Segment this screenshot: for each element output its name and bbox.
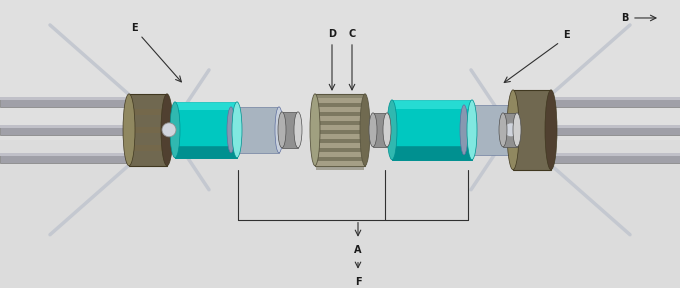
Ellipse shape	[310, 94, 320, 166]
Bar	[315, 94, 365, 166]
Bar	[551, 97, 680, 100]
Ellipse shape	[232, 102, 242, 158]
Text: F: F	[355, 277, 361, 287]
Ellipse shape	[369, 113, 377, 147]
Bar	[175, 102, 237, 110]
Text: B: B	[622, 13, 629, 23]
Bar	[129, 127, 167, 133]
Ellipse shape	[508, 105, 516, 155]
Bar	[175, 146, 237, 158]
Bar	[373, 113, 387, 147]
Bar	[316, 139, 364, 143]
Bar	[0, 0, 680, 140]
Bar	[316, 107, 364, 112]
Ellipse shape	[507, 90, 519, 170]
Ellipse shape	[123, 94, 135, 166]
Bar	[282, 112, 298, 148]
Ellipse shape	[545, 90, 557, 170]
Text: E: E	[562, 30, 569, 40]
Ellipse shape	[360, 94, 370, 166]
Bar	[551, 153, 680, 163]
Bar	[0, 153, 129, 156]
Bar	[464, 105, 512, 155]
Bar	[316, 112, 364, 116]
Text: A: A	[354, 245, 362, 255]
Bar	[316, 121, 364, 125]
Bar	[392, 100, 472, 160]
Ellipse shape	[275, 107, 283, 153]
Bar	[0, 125, 129, 128]
Ellipse shape	[161, 94, 173, 166]
Bar	[316, 166, 364, 170]
Bar	[316, 134, 364, 139]
Ellipse shape	[162, 123, 176, 137]
Bar	[0, 153, 129, 163]
Bar	[503, 113, 517, 147]
Ellipse shape	[383, 113, 391, 147]
Bar	[551, 125, 680, 135]
Ellipse shape	[467, 100, 477, 160]
Bar	[231, 107, 279, 153]
Bar	[551, 153, 680, 156]
Ellipse shape	[499, 113, 507, 147]
Ellipse shape	[278, 112, 286, 148]
Bar	[392, 100, 472, 109]
Bar	[0, 97, 129, 107]
Bar	[175, 102, 237, 158]
Bar	[316, 157, 364, 161]
Ellipse shape	[170, 102, 180, 158]
Text: C: C	[348, 29, 356, 39]
Bar	[513, 90, 551, 170]
Ellipse shape	[227, 107, 235, 153]
Ellipse shape	[294, 112, 302, 148]
Bar	[129, 145, 167, 151]
Bar	[551, 97, 680, 107]
Bar	[316, 130, 364, 134]
Bar	[316, 148, 364, 152]
Bar	[0, 125, 129, 135]
Ellipse shape	[513, 113, 521, 147]
Text: E: E	[131, 23, 137, 33]
Text: D: D	[328, 29, 336, 39]
Ellipse shape	[387, 100, 397, 160]
Bar	[316, 161, 364, 166]
Bar	[316, 98, 364, 103]
Bar	[316, 152, 364, 157]
Ellipse shape	[504, 123, 518, 137]
Bar	[316, 143, 364, 148]
Bar	[129, 94, 167, 166]
Bar	[316, 125, 364, 130]
Bar	[316, 116, 364, 121]
Bar	[392, 146, 472, 160]
Bar	[316, 103, 364, 107]
Bar	[0, 97, 129, 100]
Ellipse shape	[460, 105, 468, 155]
Bar	[551, 125, 680, 128]
Bar	[129, 109, 167, 115]
